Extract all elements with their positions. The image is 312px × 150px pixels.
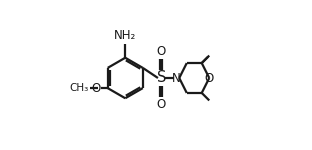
Text: NH₂: NH₂ xyxy=(114,29,136,42)
Text: O: O xyxy=(157,98,166,111)
Text: S: S xyxy=(157,70,166,86)
Text: CH₃: CH₃ xyxy=(69,83,89,93)
Text: N: N xyxy=(172,72,181,84)
Text: O: O xyxy=(205,72,214,84)
Text: O: O xyxy=(157,45,166,58)
Text: O: O xyxy=(91,82,101,95)
